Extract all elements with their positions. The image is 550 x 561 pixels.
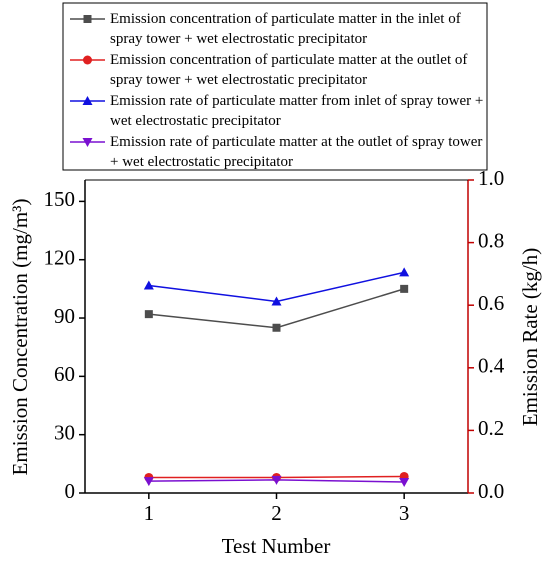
data-point bbox=[143, 477, 154, 487]
x-tick-label: 1 bbox=[144, 501, 155, 525]
x-axis-title: Test Number bbox=[222, 534, 331, 558]
data-point bbox=[272, 323, 281, 332]
legend-swatch-marker bbox=[83, 15, 92, 23]
y2-tick-label: 1.0 bbox=[478, 166, 504, 190]
data-point bbox=[400, 284, 409, 293]
y2-tick-label: 0.2 bbox=[478, 416, 504, 440]
data-point bbox=[144, 310, 153, 319]
legend-label: Emission concentration of particulate ma… bbox=[110, 11, 461, 47]
data-point bbox=[271, 296, 282, 306]
y-tick-label: 0 bbox=[65, 479, 76, 503]
x-tick-label: 2 bbox=[271, 501, 282, 525]
legend-swatch-marker bbox=[82, 96, 93, 105]
y-tick-label: 30 bbox=[54, 420, 75, 444]
data-point bbox=[399, 267, 410, 277]
y2-axis-title: Emission Rate (kg/h) bbox=[518, 248, 542, 426]
legend-label: Emission rate of particulate matter at t… bbox=[110, 134, 483, 170]
y2-tick-label: 0.6 bbox=[478, 291, 504, 315]
y-tick-label: 60 bbox=[54, 362, 75, 386]
y2-tick-label: 0.8 bbox=[478, 228, 504, 252]
y-tick-label: 120 bbox=[44, 246, 76, 270]
y2-tick-label: 0.4 bbox=[478, 354, 505, 378]
legend-box bbox=[62, 2, 488, 171]
legend-label: Emission concentration of particulate ma… bbox=[110, 52, 468, 88]
y-tick-label: 150 bbox=[44, 187, 76, 211]
data-point bbox=[399, 478, 410, 488]
legend-swatch-marker bbox=[83, 55, 92, 65]
y2-tick-label: 0.0 bbox=[478, 479, 504, 503]
x-tick-label: 3 bbox=[399, 501, 410, 525]
data-point bbox=[271, 475, 282, 485]
legend-swatch-marker bbox=[82, 138, 93, 147]
legend-label: Emission rate of particulate matter from… bbox=[110, 93, 484, 129]
y-tick-label: 90 bbox=[54, 304, 75, 328]
data-point bbox=[143, 280, 154, 290]
y-axis-title: Emission Concentration (mg/m³) bbox=[8, 199, 32, 476]
series-line bbox=[148, 288, 405, 329]
